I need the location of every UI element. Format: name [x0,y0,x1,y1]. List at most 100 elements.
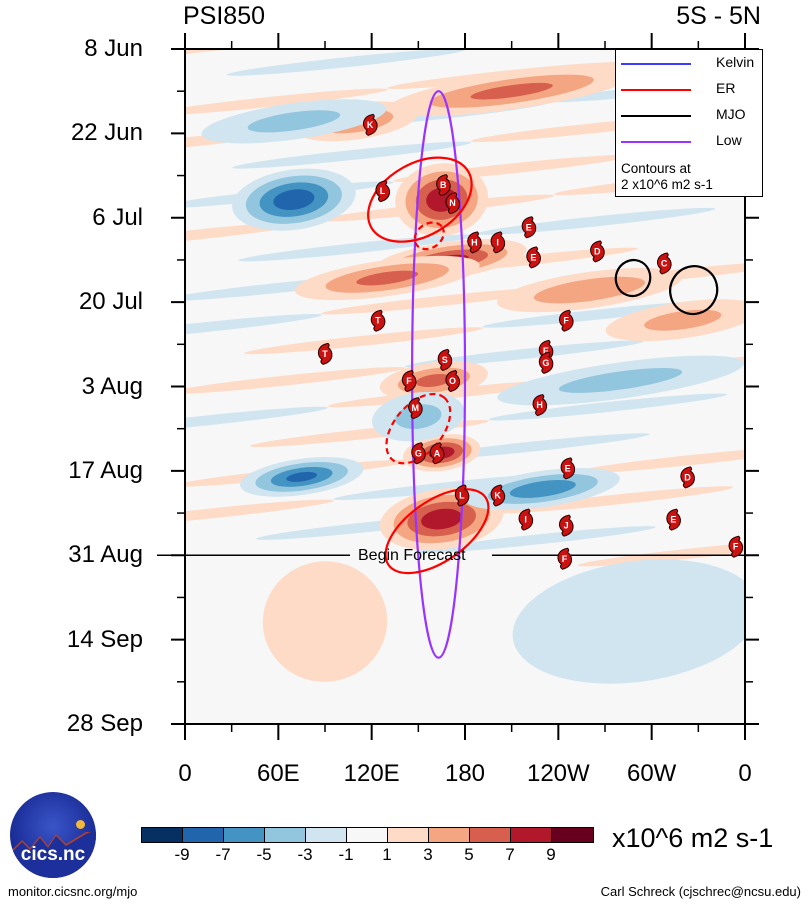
hurricane-icon [362,113,378,136]
storm-marker: H [532,394,548,417]
storm-label: H [536,400,543,410]
storm-label: N [449,198,456,208]
y-tick-label: 6 Jul [92,203,143,231]
hurricane-icon [518,508,534,531]
hurricane-icon [437,348,453,371]
storm-label: F [406,376,412,386]
hurricane-icon [558,514,574,537]
storm-marker: H [467,231,482,254]
y-tick-label: 20 Jul [78,288,143,316]
storm-label: G [542,358,549,368]
contour-er [413,221,445,251]
storm-label: D [594,246,601,256]
hurricane-icon [490,484,506,507]
contour-mjo [614,258,652,298]
anomaly-blob [286,471,318,482]
storm-label: B [440,180,447,190]
anomaly-streak [185,221,317,249]
hurricane-icon [526,246,541,269]
cics-logo: cics.nc [10,792,96,878]
anomaly-blob [512,559,745,684]
storm-label: G [415,448,422,458]
colorbar-swatch [183,828,224,842]
storm-marker: I [518,508,534,531]
x-tick-label: 120W [526,760,590,787]
hurricane-icon [666,508,681,531]
anomaly-streak [577,539,745,567]
hurricane-icon [538,351,554,374]
storm-marker: M [408,397,423,420]
y-tick-label: 31 Aug [68,541,143,569]
storm-label: M [411,403,419,413]
storm-marker: C [656,252,672,275]
colorbar-tick-label: 5 [464,845,474,864]
colorbar [141,827,594,843]
legend-entry-mjo: MJO [616,106,762,126]
anomaly-blob [273,189,315,211]
storm-label: E [565,463,571,473]
storm-marker: E [666,508,681,531]
colorbar-tick-label: 1 [382,845,392,864]
storm-marker: K [490,484,506,507]
hurricane-icon [467,231,482,254]
storm-marker: K [362,113,378,136]
x-tick-label: 0 [738,760,752,787]
colorbar-swatch [265,828,306,842]
storm-label: L [459,490,465,500]
source-url[interactable]: monitor.cicsnc.org/mjo [8,884,138,899]
storm-label: E [543,346,549,356]
storm-label: C [661,258,668,268]
anomaly-streak [494,486,734,514]
storm-marker: O [445,369,461,393]
storm-marker: F [401,369,417,393]
colorbar-swatch [224,828,265,842]
legend-swatch-mjo [621,115,691,117]
colorbar-tick-label: -1 [338,845,354,864]
colorbar-tick-label: -3 [297,845,313,864]
hurricane-icon [436,174,451,197]
y-tick-label: 14 Sep [66,625,143,653]
legend-note-line1: Contours at [621,161,691,176]
x-tick-label: 120E [343,760,400,787]
y-tick-label: 28 Sep [66,710,143,737]
x-tick-label: 60W [626,760,677,787]
storm-label: S [442,355,448,365]
anomaly-blob [470,82,553,100]
x-tick-label: 0 [178,760,192,787]
logo-text: cics.nc [20,844,86,865]
storm-marker: B [436,174,451,197]
anomaly-streak [185,366,406,394]
storm-label: A [434,448,441,458]
anomaly-streak [416,526,656,554]
anomaly-blob [421,508,463,530]
contour-mjo [669,265,719,316]
anomaly-streak [185,406,328,434]
hurricane-icon [490,231,506,254]
colorbar-units: x10^6 m2 s-1 [612,823,774,853]
anomaly-streak [488,393,728,421]
colorbar-swatch [552,828,593,842]
anomaly-streak [185,88,388,116]
storm-marker: F [728,535,744,558]
y-tick-label: 17 Aug [68,456,143,484]
storm-marker: T [370,309,386,332]
logo-sun-icon [76,820,85,829]
colorbar-swatch [347,828,388,842]
hurricane-icon [532,394,548,417]
colorbar-swatch [470,828,511,842]
colorbar-swatch [429,828,470,842]
contour-er [367,156,473,243]
colorbar-tick-label: 3 [423,845,433,864]
anomaly-streak [244,327,483,355]
storm-marker: E [521,216,537,239]
colorbar-swatch [388,828,429,842]
legend-label-er: ER [716,80,736,96]
storm-marker: I [490,231,506,254]
anomaly-blob [356,270,419,286]
storm-marker: T [317,342,333,365]
storm-marker: F [557,547,573,570]
logo-mountains-icon [10,832,96,878]
anomaly-streak [232,141,472,169]
hurricane-icon [375,180,391,203]
